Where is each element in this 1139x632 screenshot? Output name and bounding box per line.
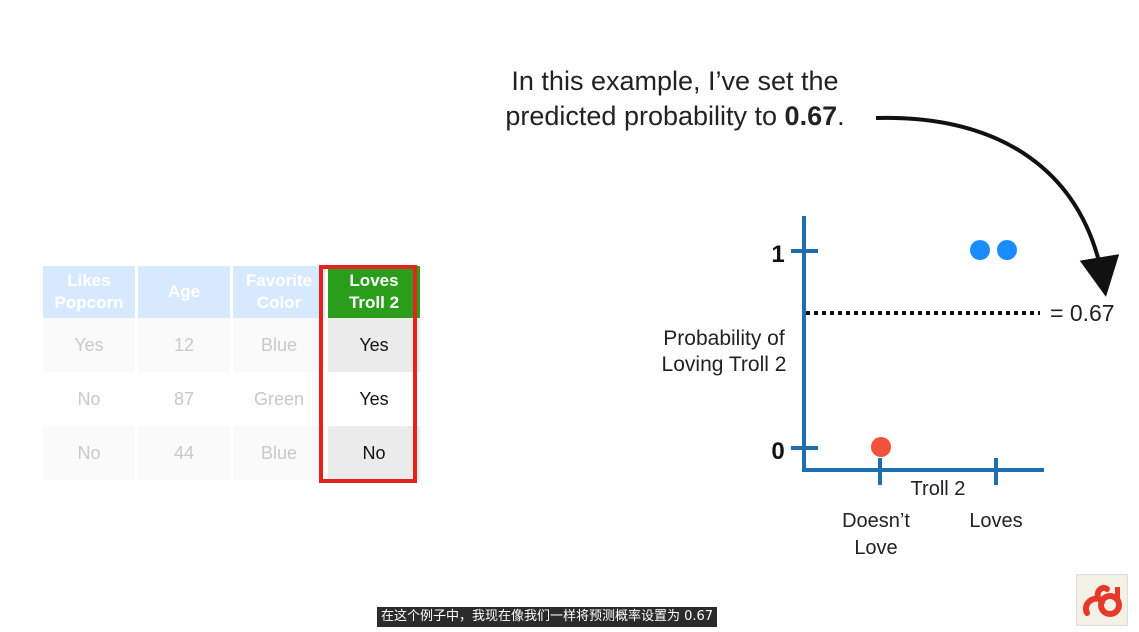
- x-axis-label: Troll 2: [911, 478, 966, 500]
- table-cell: Blue: [233, 426, 325, 480]
- table-cell: 12: [138, 318, 230, 372]
- header-favorite-color: Favorite Color: [233, 266, 325, 318]
- x-tick-label-doesnt-love-line-1: Doesn’t: [842, 510, 910, 532]
- table-cell: 87: [138, 372, 230, 426]
- y-tick-label-0: 0: [771, 438, 784, 465]
- table-cell: 44: [138, 426, 230, 480]
- pointer-arrow: [875, 115, 1120, 297]
- point-loves-1: [970, 240, 990, 260]
- annotation-text: In this example, I’ve set the predicted …: [470, 64, 880, 134]
- y-tick-label-1: 1: [771, 241, 784, 268]
- table-cell: No: [43, 372, 135, 426]
- data-table: Likes Popcorn Age Favorite Color Loves T…: [43, 266, 420, 480]
- annotation-line-1: In this example, I’ve set the: [511, 66, 839, 96]
- header-age: Age: [138, 266, 230, 318]
- threshold-label: = 0.67: [1050, 300, 1115, 326]
- y-axis-label-line-1: Probability of: [663, 327, 785, 350]
- subtitle-caption: 在这个例子中，我现在像我们一样将预测概率设置为 0.67: [377, 607, 718, 627]
- x-tick-label-loves: Loves: [969, 510, 1022, 532]
- table-cell: Green: [233, 372, 325, 426]
- annotation-line-2-suffix: .: [837, 101, 845, 131]
- point-loves-2: [997, 240, 1017, 260]
- table-cell-loves-troll-2: Yes: [328, 372, 420, 426]
- table-cell: Blue: [233, 318, 325, 372]
- y-axis-label-line-2: Loving Troll 2: [662, 353, 787, 376]
- table-cell: Yes: [43, 318, 135, 372]
- annotation-line-2: predicted probability to 0.67.: [470, 99, 880, 134]
- annotation-probability-value: 0.67: [784, 101, 838, 131]
- table-cell-loves-troll-2: Yes: [328, 318, 420, 372]
- statquest-logo-icon: [1076, 574, 1128, 626]
- header-loves-troll-2: Loves Troll 2: [328, 266, 420, 318]
- point-doesnt-love: [871, 437, 891, 457]
- table-cell-loves-troll-2: No: [328, 426, 420, 480]
- header-likes-popcorn: Likes Popcorn: [43, 266, 135, 318]
- table-cell: No: [43, 426, 135, 480]
- x-tick-label-doesnt-love-line-2: Love: [854, 537, 897, 559]
- annotation-line-2-prefix: predicted probability to: [505, 101, 785, 131]
